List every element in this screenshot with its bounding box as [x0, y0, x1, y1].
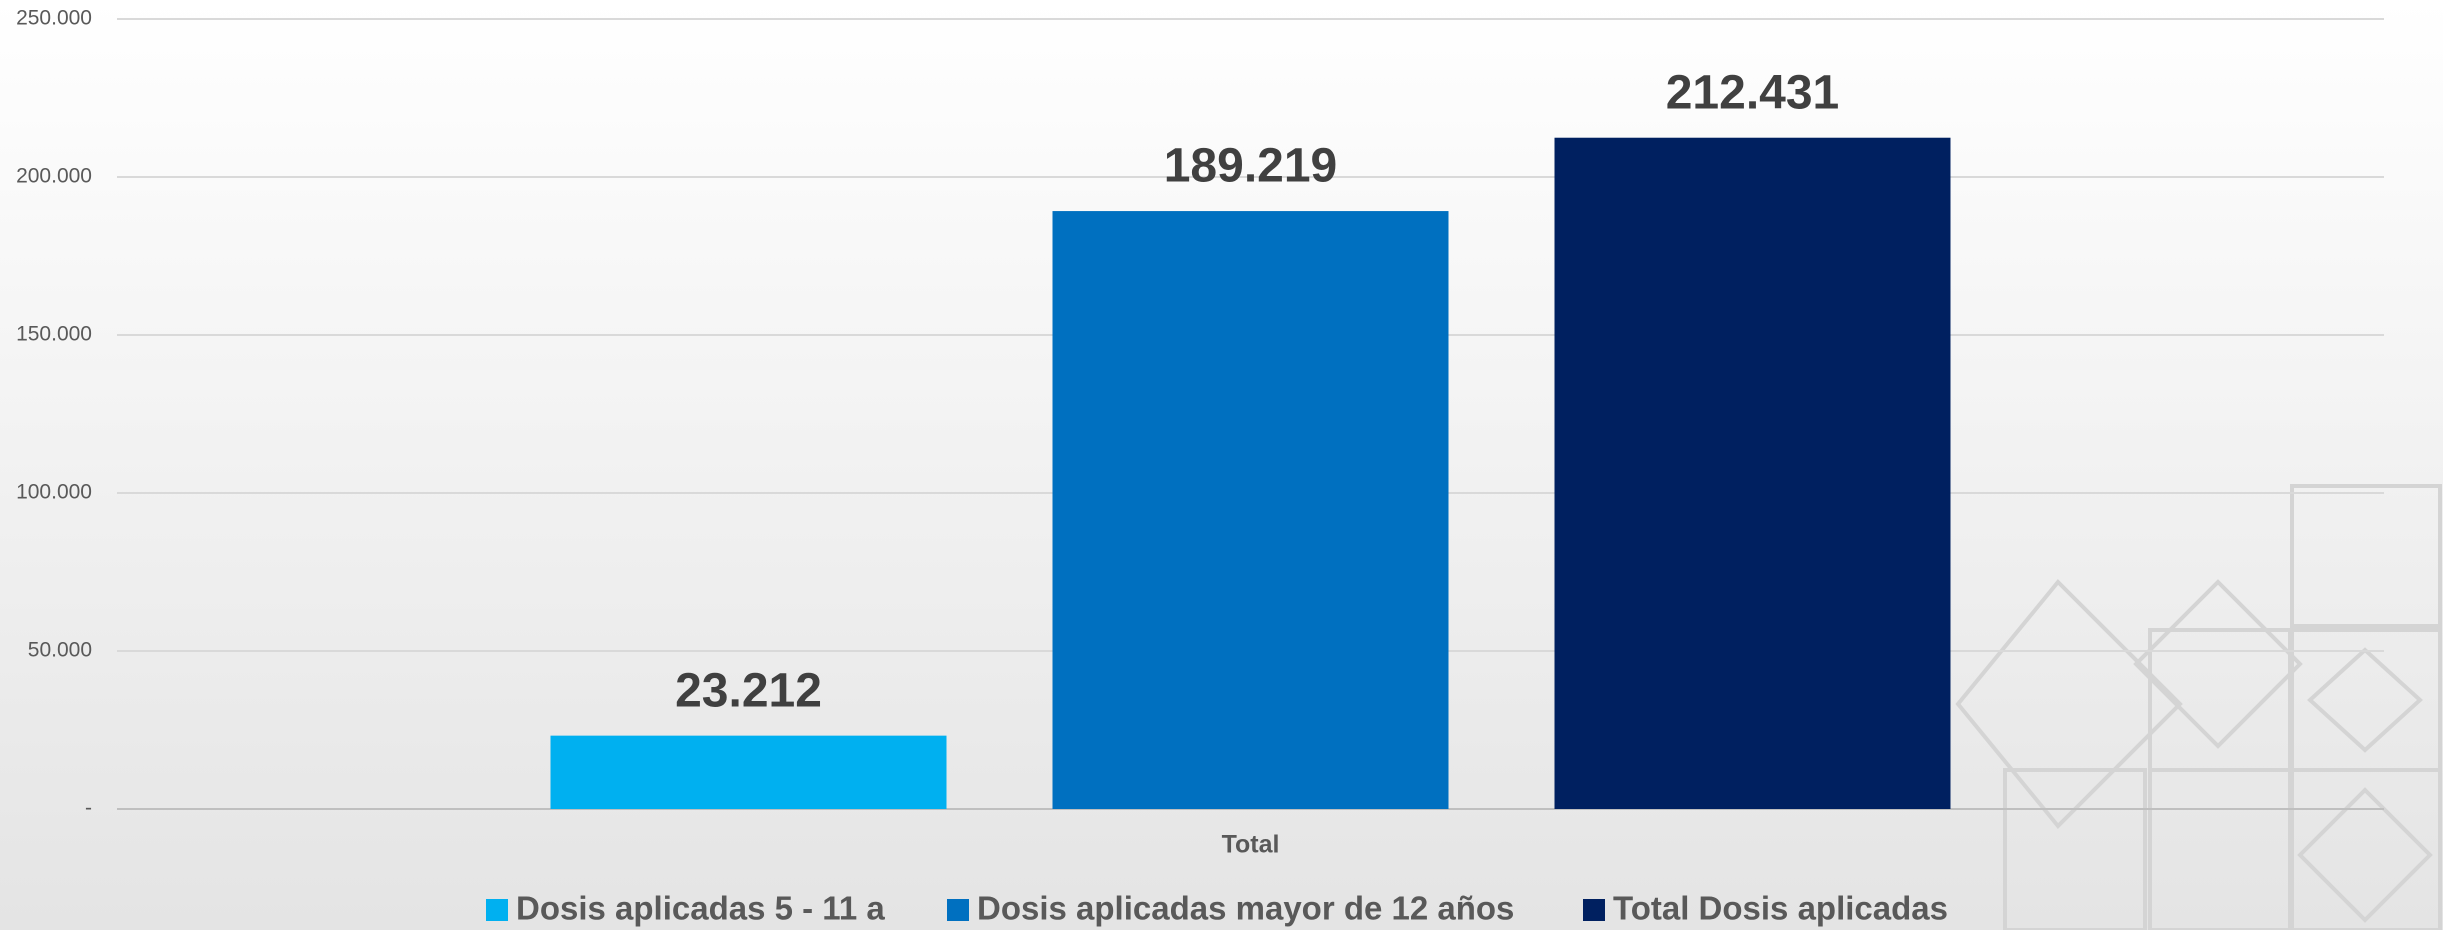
y-tick-label: 250.000 — [16, 7, 92, 30]
bar — [1052, 211, 1449, 809]
legend-swatch — [1583, 899, 1605, 921]
y-tick-label: 200.000 — [16, 165, 92, 188]
legend-label: Dosis aplicadas mayor de 12 años — [977, 890, 1514, 927]
value-label: 189.219 — [1164, 140, 1338, 193]
decoration — [1955, 484, 2442, 930]
value-label: 23.212 — [675, 664, 822, 717]
legend-swatch — [486, 899, 508, 921]
legend-swatch — [947, 899, 969, 921]
bar — [550, 735, 947, 809]
value-label: 212.431 — [1666, 66, 1840, 119]
bar — [1554, 137, 1951, 810]
x-tick-label: Total — [1222, 831, 1280, 859]
legend-label: Dosis aplicadas 5 - 11 a — [516, 890, 885, 927]
y-tick-label: 100.000 — [16, 481, 92, 504]
y-tick-label: 150.000 — [16, 323, 92, 346]
y-tick-label: 50.000 — [28, 639, 92, 662]
y-tick-label: - — [85, 797, 92, 820]
plot-area: - 50.000 100.000 150.000 200.000 250.000 Total… — [16, 7, 2384, 927]
legend-label: Total Dosis aplicadas — [1613, 890, 1948, 927]
